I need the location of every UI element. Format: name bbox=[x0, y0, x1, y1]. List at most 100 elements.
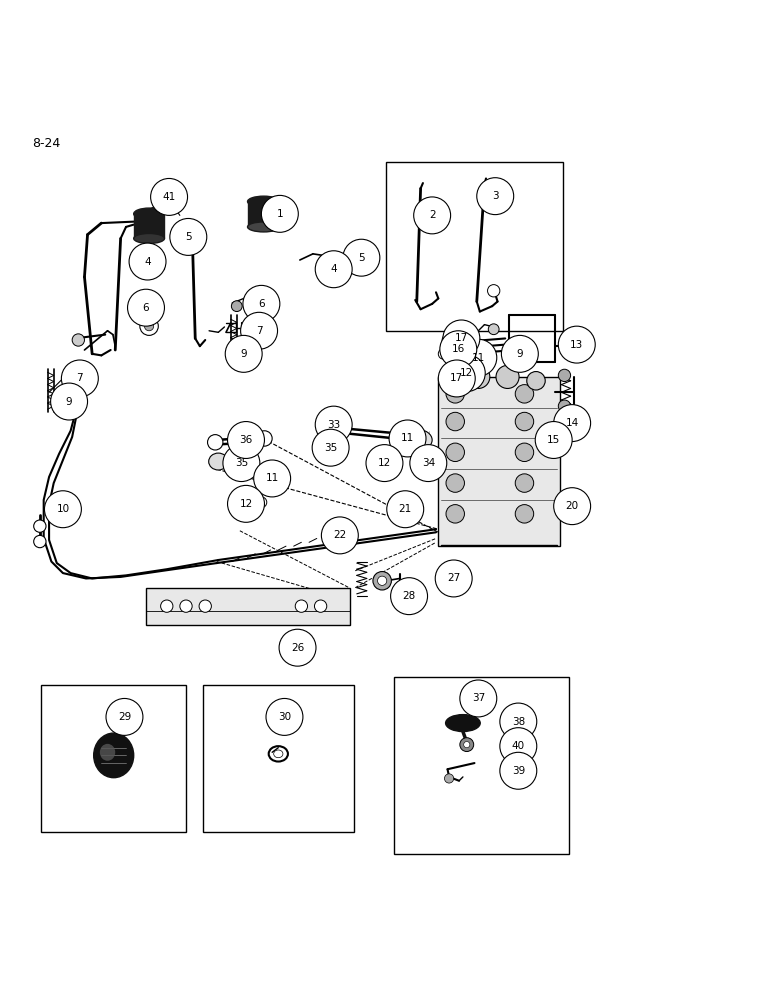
Circle shape bbox=[441, 342, 452, 353]
Text: 38: 38 bbox=[512, 717, 525, 727]
Text: 27: 27 bbox=[447, 573, 460, 583]
Text: 14: 14 bbox=[566, 418, 579, 428]
Text: 9: 9 bbox=[516, 349, 523, 359]
Text: 6: 6 bbox=[143, 303, 149, 313]
Circle shape bbox=[535, 422, 572, 458]
Circle shape bbox=[34, 520, 46, 532]
Circle shape bbox=[320, 422, 336, 437]
Circle shape bbox=[378, 576, 387, 585]
Circle shape bbox=[435, 560, 472, 597]
Circle shape bbox=[446, 474, 465, 492]
Circle shape bbox=[262, 195, 298, 232]
Ellipse shape bbox=[100, 744, 115, 761]
Circle shape bbox=[315, 406, 352, 443]
Text: 6: 6 bbox=[258, 299, 265, 309]
Text: 7: 7 bbox=[76, 373, 83, 383]
Circle shape bbox=[314, 600, 327, 612]
Circle shape bbox=[257, 431, 273, 446]
Circle shape bbox=[228, 485, 265, 522]
Circle shape bbox=[403, 429, 418, 445]
Bar bbox=[248, 202, 279, 227]
Circle shape bbox=[558, 326, 595, 363]
Text: 9: 9 bbox=[66, 397, 73, 407]
Circle shape bbox=[266, 698, 303, 735]
Text: 3: 3 bbox=[492, 191, 499, 201]
Circle shape bbox=[231, 499, 242, 510]
Ellipse shape bbox=[93, 733, 134, 778]
Circle shape bbox=[414, 197, 451, 234]
Text: 37: 37 bbox=[472, 693, 485, 703]
Ellipse shape bbox=[134, 208, 164, 220]
Bar bbox=[146, 588, 350, 625]
Text: 39: 39 bbox=[512, 766, 525, 776]
Text: 1: 1 bbox=[276, 209, 283, 219]
Text: 36: 36 bbox=[239, 435, 252, 445]
Circle shape bbox=[144, 322, 154, 331]
Ellipse shape bbox=[259, 463, 283, 483]
Circle shape bbox=[140, 317, 158, 335]
Circle shape bbox=[527, 372, 545, 390]
Circle shape bbox=[515, 443, 533, 462]
Circle shape bbox=[391, 578, 428, 615]
Bar bbox=[446, 374, 458, 383]
Circle shape bbox=[295, 600, 307, 612]
Circle shape bbox=[515, 412, 533, 431]
Circle shape bbox=[489, 324, 499, 335]
Text: 11: 11 bbox=[472, 353, 485, 363]
Text: 5: 5 bbox=[185, 232, 191, 242]
Circle shape bbox=[243, 285, 279, 322]
Circle shape bbox=[440, 331, 477, 368]
Circle shape bbox=[499, 703, 537, 740]
Bar bbox=[203, 685, 354, 832]
Circle shape bbox=[151, 178, 188, 215]
Circle shape bbox=[223, 445, 260, 482]
Bar bbox=[42, 685, 186, 832]
Circle shape bbox=[199, 600, 212, 612]
Circle shape bbox=[321, 517, 358, 554]
Text: 12: 12 bbox=[378, 458, 391, 468]
Text: 12: 12 bbox=[460, 368, 473, 378]
Circle shape bbox=[373, 572, 391, 590]
Text: 41: 41 bbox=[162, 192, 176, 202]
Circle shape bbox=[329, 522, 354, 546]
Circle shape bbox=[106, 698, 143, 735]
Circle shape bbox=[51, 383, 87, 420]
Circle shape bbox=[45, 491, 81, 528]
Text: 35: 35 bbox=[235, 458, 248, 468]
Circle shape bbox=[62, 360, 98, 397]
Circle shape bbox=[438, 348, 449, 359]
Circle shape bbox=[464, 742, 470, 748]
Circle shape bbox=[256, 497, 267, 508]
Text: 22: 22 bbox=[334, 530, 347, 540]
Text: 17: 17 bbox=[450, 373, 463, 383]
Text: 26: 26 bbox=[291, 643, 304, 653]
Circle shape bbox=[208, 435, 223, 450]
Ellipse shape bbox=[445, 715, 480, 732]
Text: 17: 17 bbox=[455, 333, 468, 343]
Circle shape bbox=[410, 445, 447, 482]
Circle shape bbox=[554, 488, 591, 525]
Text: 15: 15 bbox=[547, 435, 560, 445]
Circle shape bbox=[312, 429, 349, 466]
Circle shape bbox=[161, 600, 173, 612]
Circle shape bbox=[446, 443, 465, 462]
Text: 29: 29 bbox=[118, 712, 131, 722]
Circle shape bbox=[343, 239, 380, 276]
Circle shape bbox=[445, 774, 454, 783]
Bar bbox=[438, 377, 560, 546]
Circle shape bbox=[442, 335, 453, 345]
Circle shape bbox=[515, 505, 533, 523]
Circle shape bbox=[446, 385, 465, 403]
Circle shape bbox=[170, 218, 207, 255]
Ellipse shape bbox=[248, 222, 279, 232]
Circle shape bbox=[129, 243, 166, 280]
Text: 21: 21 bbox=[398, 504, 411, 514]
Circle shape bbox=[438, 360, 476, 397]
Ellipse shape bbox=[388, 498, 415, 517]
Circle shape bbox=[446, 505, 465, 523]
Text: 2: 2 bbox=[428, 210, 435, 220]
Circle shape bbox=[554, 405, 591, 442]
Text: 9: 9 bbox=[240, 349, 247, 359]
Bar bbox=[394, 677, 569, 854]
Circle shape bbox=[501, 335, 538, 372]
